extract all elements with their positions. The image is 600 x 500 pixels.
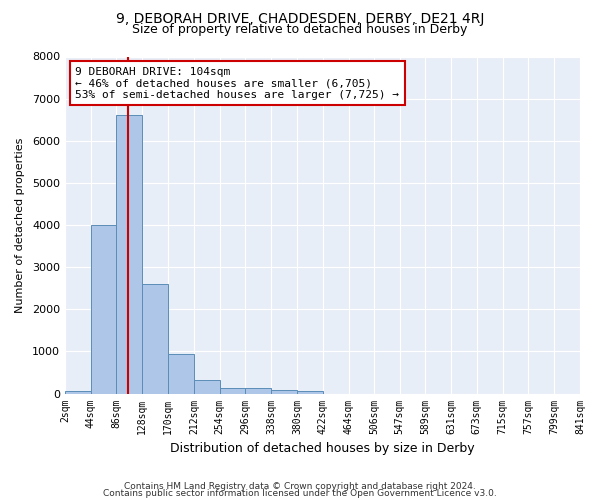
Y-axis label: Number of detached properties: Number of detached properties (15, 138, 25, 312)
X-axis label: Distribution of detached houses by size in Derby: Distribution of detached houses by size … (170, 442, 475, 455)
Text: Size of property relative to detached houses in Derby: Size of property relative to detached ho… (133, 22, 467, 36)
Text: Contains public sector information licensed under the Open Government Licence v3: Contains public sector information licen… (103, 490, 497, 498)
Bar (271, 390, 297, 394)
Text: Contains HM Land Registry data © Crown copyright and database right 2024.: Contains HM Land Registry data © Crown c… (124, 482, 476, 491)
Bar (142, 284, 168, 394)
Bar (65, 390, 91, 394)
Bar (91, 225, 116, 394)
Text: 9 DEBORAH DRIVE: 104sqm
← 46% of detached houses are smaller (6,705)
53% of semi: 9 DEBORAH DRIVE: 104sqm ← 46% of detache… (75, 66, 399, 100)
Bar (220, 388, 245, 394)
Bar (168, 354, 194, 394)
Bar (297, 390, 323, 394)
Bar (194, 380, 220, 394)
Bar (245, 388, 271, 394)
Text: 9, DEBORAH DRIVE, CHADDESDEN, DERBY, DE21 4RJ: 9, DEBORAH DRIVE, CHADDESDEN, DERBY, DE2… (116, 12, 484, 26)
Bar (116, 116, 142, 394)
